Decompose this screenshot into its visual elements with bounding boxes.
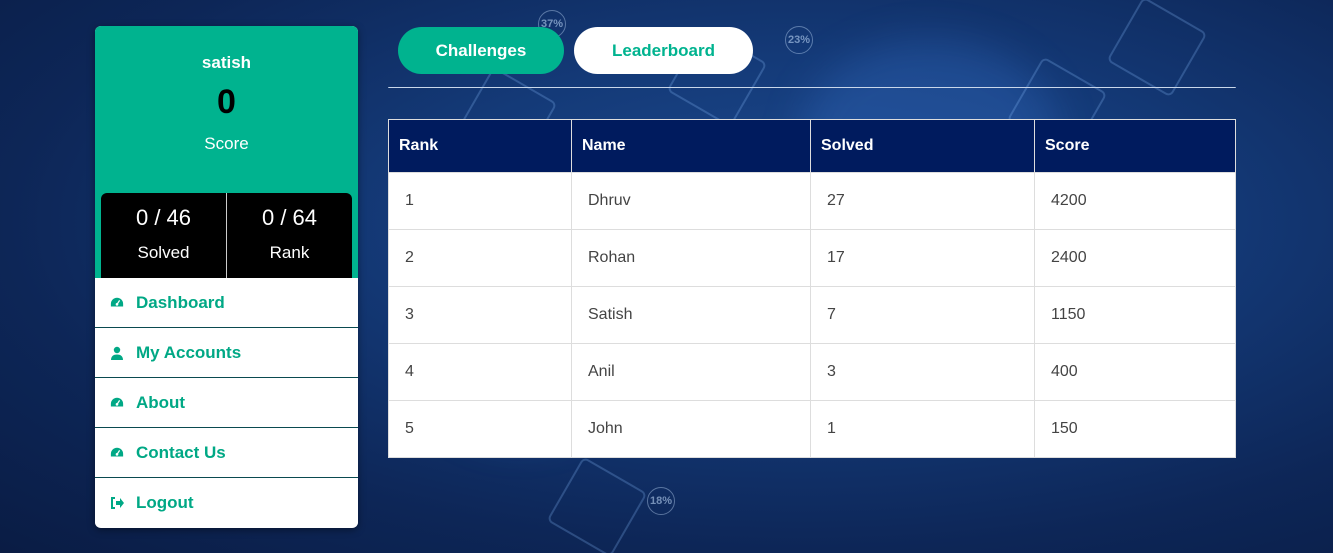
cell-score: 1150 xyxy=(1034,286,1236,344)
tab-leaderboard[interactable]: Leaderboard xyxy=(574,27,753,74)
solved-label: Solved xyxy=(137,243,190,262)
badge-23: 23% xyxy=(785,26,813,54)
solved-stat: 0 / 46 Solved xyxy=(101,193,226,278)
dashboard-icon xyxy=(110,396,124,410)
menu-item-my-accounts[interactable]: My Accounts xyxy=(95,328,358,378)
solved-value: 0 / 46 xyxy=(135,205,192,230)
cell-solved: 27 xyxy=(810,172,1035,230)
menu-label-dashboard: Dashboard xyxy=(136,292,225,312)
badge-18: 18% xyxy=(647,487,675,515)
cell-rank: 5 xyxy=(388,400,572,458)
table-row: 4 Anil 3 400 xyxy=(388,343,1236,401)
menu-item-dashboard[interactable]: Dashboard xyxy=(95,278,358,328)
menu-label-contact-us: Contact Us xyxy=(136,442,226,462)
cell-solved: 3 xyxy=(810,343,1035,401)
cell-score: 2400 xyxy=(1034,229,1236,287)
cell-score: 400 xyxy=(1034,343,1236,401)
menu-label-my-accounts: My Accounts xyxy=(136,342,242,362)
cell-solved: 1 xyxy=(810,400,1035,458)
tab-challenges[interactable]: Challenges xyxy=(398,27,564,74)
dashboard-icon xyxy=(110,296,124,310)
cell-score: 4200 xyxy=(1034,172,1236,230)
header-name: Name xyxy=(571,119,811,173)
logout-icon xyxy=(110,496,124,509)
rank-value: 0 / 64 xyxy=(261,205,318,230)
menu-item-logout[interactable]: Logout xyxy=(95,478,358,527)
cell-score: 150 xyxy=(1034,400,1236,458)
menu-item-about[interactable]: About xyxy=(95,378,358,428)
cell-name: Dhruv xyxy=(571,172,811,230)
cell-solved: 17 xyxy=(810,229,1035,287)
user-icon xyxy=(110,346,124,360)
cell-rank: 2 xyxy=(388,229,572,287)
menu-label-logout: Logout xyxy=(136,492,194,512)
tab-divider xyxy=(388,87,1236,88)
cell-rank: 4 xyxy=(388,343,572,401)
sidebar: satish 0 Score 0 / 46 Solved 0 / 64 Rank… xyxy=(95,26,358,528)
username: satish xyxy=(201,53,252,72)
table-row: 2 Rohan 17 2400 xyxy=(388,229,1236,287)
cell-name: Anil xyxy=(571,343,811,401)
profile-card: satish 0 Score 0 / 46 Solved 0 / 64 Rank xyxy=(95,26,358,278)
cell-solved: 7 xyxy=(810,286,1035,344)
cell-name: Satish xyxy=(571,286,811,344)
table-header-row: Rank Name Solved Score xyxy=(388,119,1236,173)
menu-label-about: About xyxy=(136,392,186,412)
cell-rank: 3 xyxy=(388,286,572,344)
header-rank: Rank xyxy=(388,119,572,173)
cell-name: John xyxy=(571,400,811,458)
rank-stat: 0 / 64 Rank xyxy=(226,193,352,278)
stats-panel: 0 / 46 Solved 0 / 64 Rank xyxy=(101,193,352,278)
table-row: 1 Dhruv 27 4200 xyxy=(388,172,1236,230)
score-label: Score xyxy=(204,134,249,153)
dashboard-icon xyxy=(110,446,124,460)
leaderboard-table: Rank Name Solved Score 1 Dhruv 27 4200 2… xyxy=(388,119,1236,458)
score-value: 0 xyxy=(217,83,236,121)
header-solved: Solved xyxy=(810,119,1035,173)
menu-item-contact-us[interactable]: Contact Us xyxy=(95,428,358,478)
cell-rank: 1 xyxy=(388,172,572,230)
cell-name: Rohan xyxy=(571,229,811,287)
rank-label: Rank xyxy=(269,243,310,262)
table-row: 5 John 1 150 xyxy=(388,400,1236,458)
table-row: 3 Satish 7 1150 xyxy=(388,286,1236,344)
header-score: Score xyxy=(1034,119,1236,173)
